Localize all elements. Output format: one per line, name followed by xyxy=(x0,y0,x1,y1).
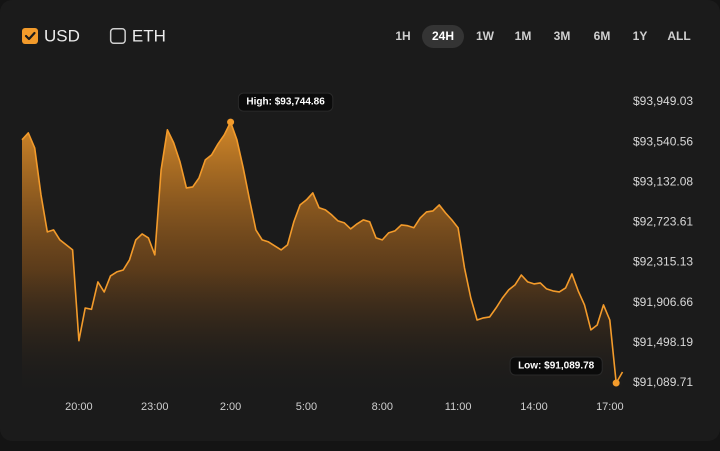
y-tick-label: $92,315.13 xyxy=(633,255,693,269)
y-tick-label: $91,089.71 xyxy=(633,375,693,389)
range-button[interactable]: 1H xyxy=(395,29,410,43)
x-tick-label: 17:00 xyxy=(596,401,624,413)
tooltip-text: Low: $91,089.78 xyxy=(518,361,595,372)
tooltip-box xyxy=(237,92,334,112)
x-tick-label: 20:00 xyxy=(65,401,93,413)
x-tick-label: 23:00 xyxy=(141,401,169,413)
x-tick-label: 11:00 xyxy=(445,401,472,413)
range-button[interactable]: 6M xyxy=(594,29,611,43)
y-tick-label: $93,949.03 xyxy=(633,94,693,108)
currency-label[interactable]: ETH xyxy=(132,26,166,45)
y-tick-label: $91,906.66 xyxy=(633,295,693,309)
x-tick-label: 5:00 xyxy=(296,401,317,413)
range-button[interactable]: 24H xyxy=(432,29,454,43)
y-tick-label: $93,540.56 xyxy=(633,134,693,148)
checkbox[interactable] xyxy=(109,28,126,44)
price-line xyxy=(21,121,624,384)
check-icon xyxy=(24,31,36,41)
range-button[interactable]: 1Y xyxy=(633,29,648,43)
extreme-marker xyxy=(227,118,235,126)
x-tick-label: 14:00 xyxy=(520,401,548,413)
currency-label[interactable]: USD xyxy=(44,26,80,45)
x-tick-label: 8:00 xyxy=(372,401,393,413)
tooltip-box xyxy=(509,356,603,376)
extreme-marker xyxy=(612,379,620,387)
area-fill xyxy=(22,122,623,393)
tooltip-text: High: $93,744.86 xyxy=(246,97,325,108)
y-tick-label: $92,723.61 xyxy=(633,215,693,229)
range-button[interactable]: 1M xyxy=(515,29,532,43)
y-tick-label: $91,498.19 xyxy=(633,335,693,349)
y-tick-label: $93,132.08 xyxy=(633,174,693,188)
checkbox[interactable] xyxy=(22,28,38,44)
range-selected-bg[interactable] xyxy=(422,25,464,48)
x-tick-label: 2:00 xyxy=(220,401,241,413)
range-button[interactable]: ALL xyxy=(667,29,690,43)
range-button[interactable]: 3M xyxy=(554,29,571,43)
range-button[interactable]: 1W xyxy=(476,29,495,43)
